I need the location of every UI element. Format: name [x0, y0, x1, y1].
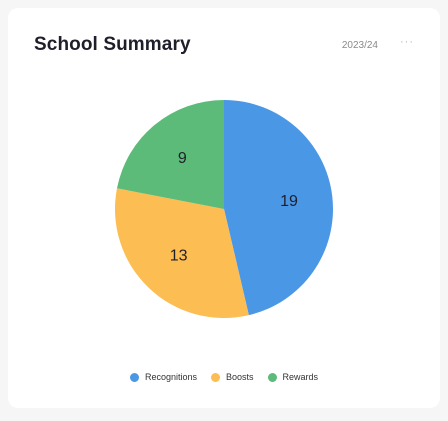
legend-dot-icon	[267, 372, 277, 382]
slice-value-rewards: 9	[178, 150, 187, 167]
legend-dot-icon	[211, 372, 220, 382]
pie-slice-boosts[interactable]	[115, 188, 249, 318]
chart-legend: Recognitions Boosts Rewards	[8, 372, 440, 382]
slice-value-boosts: 13	[170, 248, 188, 265]
period-label[interactable]: 2023/24	[341, 40, 378, 51]
legend-item-recognitions[interactable]: Recognitions	[129, 372, 197, 382]
summary-card: School Summary 2023/24 ··· 19 13 9 Recogni…	[8, 8, 440, 408]
legend-item-rewards[interactable]: Rewards	[267, 372, 319, 382]
more-options-icon[interactable]: ···	[400, 36, 414, 48]
legend-label: Rewards	[282, 372, 319, 382]
pie-chart-svg: 19 13 9	[115, 100, 333, 318]
legend-label: Boosts	[226, 372, 254, 382]
card-title: School Summary	[34, 34, 191, 55]
pie-slice-rewards[interactable]	[116, 100, 224, 209]
pie-chart: 19 13 9	[114, 99, 334, 319]
legend-dot-icon	[129, 372, 139, 382]
slice-value-recognitions: 19	[280, 193, 298, 210]
legend-label: Recognitions	[144, 372, 197, 382]
legend-item-boosts[interactable]: Boosts	[211, 372, 254, 382]
card-header: School Summary 2023/24 ···	[34, 34, 414, 60]
pie-slice-recognitions[interactable]	[224, 100, 333, 316]
